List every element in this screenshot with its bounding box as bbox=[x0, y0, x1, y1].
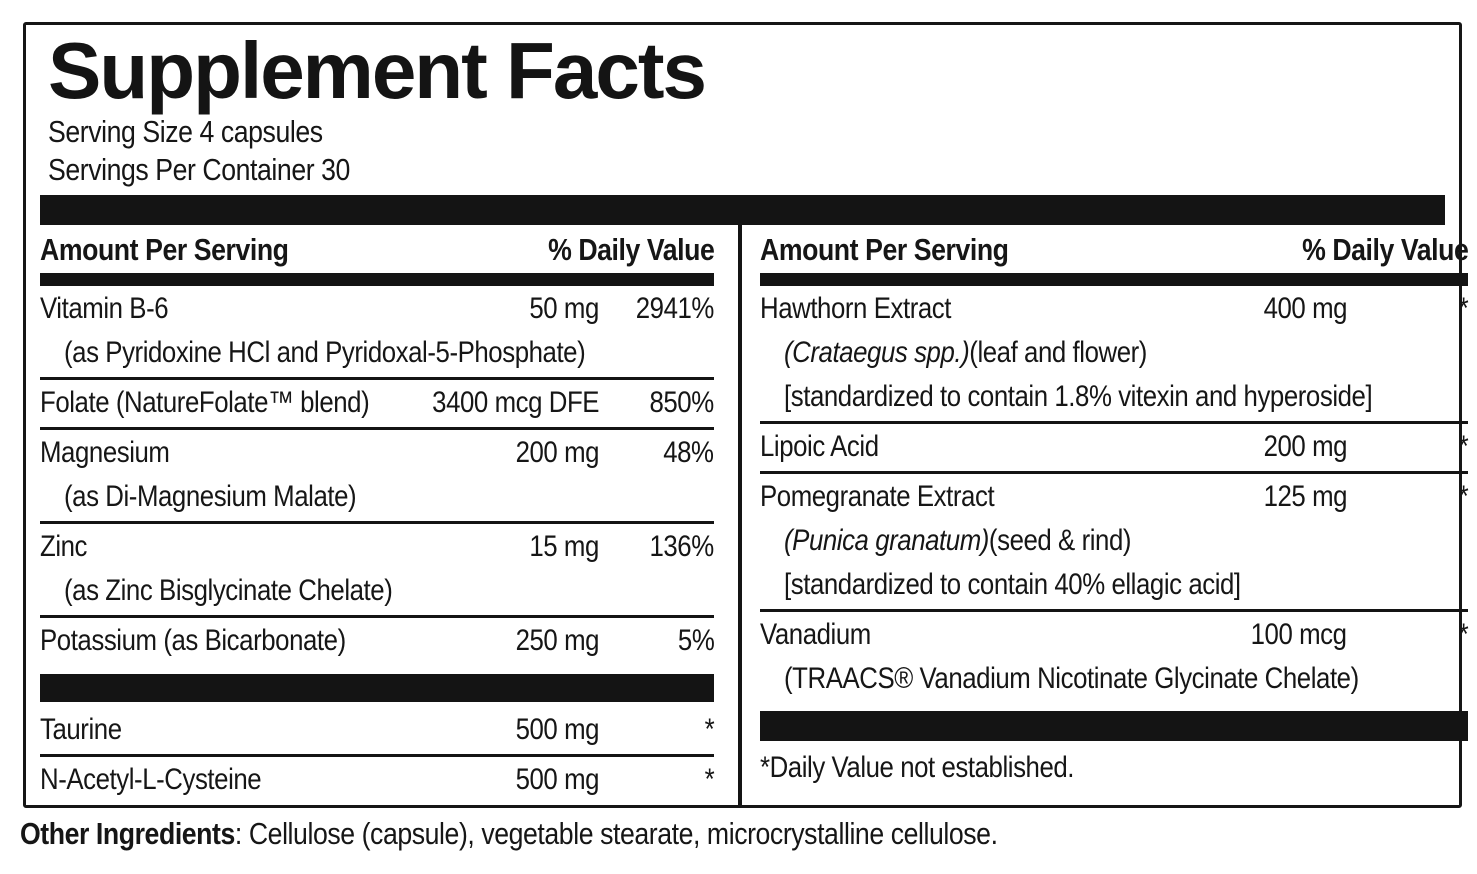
daily-value-footnote: *Daily Value not established. bbox=[760, 751, 1075, 784]
table-row-group: Potassium (as Bicarbonate) 250 mg 5% bbox=[40, 615, 714, 665]
ingredient-name: Zinc bbox=[40, 530, 88, 563]
ingredient-name: Magnesium bbox=[40, 436, 170, 469]
ingredient-name: Lipoic Acid bbox=[760, 430, 879, 463]
table-row: N-Acetyl-L-Cysteine 500 mg * bbox=[40, 757, 714, 802]
ingredient-subtext: (Punica granatum)(seed & rind) bbox=[784, 524, 1132, 557]
table-row: Pomegranate Extract 125 mg * bbox=[760, 474, 1468, 519]
table-row: Vitamin B-6 50 mg 2941% bbox=[40, 286, 714, 331]
nutrients-column-left: Amount Per Serving % Daily Value Vitamin… bbox=[40, 225, 742, 805]
ingredient-dv: 5% bbox=[677, 624, 715, 657]
table-row: Potassium (as Bicarbonate) 250 mg 5% bbox=[40, 618, 714, 663]
table-row-group: Magnesium 200 mg 48% (as Di-Magnesium Ma… bbox=[40, 427, 714, 521]
nutrients-column-right: Amount Per Serving % Daily Value Hawthor… bbox=[742, 225, 1468, 805]
ingredient-amount: 250 mg bbox=[515, 624, 600, 657]
column-header-right: Amount Per Serving % Daily Value bbox=[760, 225, 1468, 273]
table-row-group: Vitamin B-6 50 mg 2941% (as Pyridoxine H… bbox=[40, 286, 714, 377]
table-row: Zinc 15 mg 136% bbox=[40, 524, 714, 569]
ingredient-amount: 200 mg bbox=[1263, 430, 1347, 463]
ingredient-name: Taurine bbox=[40, 713, 122, 746]
servings-per-container-line: Servings Per Container 30 bbox=[48, 151, 1445, 189]
header-rule bbox=[40, 273, 714, 286]
ingredient-dv: 850% bbox=[649, 386, 715, 419]
ingredient-name: N-Acetyl-L-Cysteine bbox=[40, 763, 262, 796]
table-row: Taurine 500 mg * bbox=[40, 707, 714, 752]
ingredient-name: Pomegranate Extract bbox=[760, 480, 995, 513]
ingredient-name: Hawthorn Extract bbox=[760, 292, 952, 325]
ingredient-dv: * bbox=[704, 713, 714, 746]
ingredient-subtext: (as Pyridoxine HCl and Pyridoxal-5-Phosp… bbox=[64, 336, 586, 369]
amount-per-serving-header: Amount Per Serving bbox=[760, 232, 1009, 267]
ingredient-name: Potassium (as Bicarbonate) bbox=[40, 624, 346, 657]
daily-value-header: % Daily Value bbox=[1301, 232, 1469, 267]
table-row: Magnesium 200 mg 48% bbox=[40, 430, 714, 475]
ingredient-amount: 100 mcg bbox=[1250, 618, 1347, 651]
supplement-facts-panel: Supplement Facts Serving Size 4 capsules… bbox=[23, 22, 1468, 808]
ingredient-subtext: (as Zinc Bisglycinate Chelate) bbox=[64, 574, 393, 607]
table-row-group: Hawthorn Extract 400 mg * (Crataegus spp… bbox=[760, 286, 1468, 421]
table-row: Folate (NatureFolate™ blend) 3400 mcg DF… bbox=[40, 380, 714, 425]
table-row-group: N-Acetyl-L-Cysteine 500 mg * bbox=[40, 754, 714, 804]
ingredient-amount: 200 mg bbox=[515, 436, 600, 469]
ingredient-name: Vitamin B-6 bbox=[40, 292, 169, 325]
ingredient-amount: 50 mg bbox=[529, 292, 599, 325]
table-row-group: Taurine 500 mg * bbox=[40, 707, 714, 754]
table-row-group: Zinc 15 mg 136% (as Zinc Bisglycinate Ch… bbox=[40, 521, 714, 615]
ingredient-amount: 125 mg bbox=[1263, 480, 1347, 513]
ingredient-amount: 15 mg bbox=[529, 530, 599, 563]
header-rule bbox=[760, 273, 1468, 286]
ingredient-amount: 500 mg bbox=[515, 763, 600, 796]
ingredient-dv: * bbox=[1458, 292, 1468, 325]
ingredient-dv: * bbox=[1458, 430, 1468, 463]
ingredient-name: Folate (NatureFolate™ blend) bbox=[40, 386, 370, 419]
ingredient-dv: * bbox=[1458, 480, 1468, 513]
ingredient-dv: 136% bbox=[649, 530, 715, 563]
other-ingredients-label: Other Ingredients bbox=[20, 816, 235, 851]
table-row-group: Vanadium 100 mcg * (TRAACS® Vanadium Nic… bbox=[760, 609, 1468, 703]
ingredient-dv: 48% bbox=[663, 436, 715, 469]
table-row-group: Folate (NatureFolate™ blend) 3400 mcg DF… bbox=[40, 377, 714, 427]
serving-size-line: Serving Size 4 capsules bbox=[48, 113, 1445, 151]
ingredient-dv: 2941% bbox=[635, 292, 715, 325]
ingredient-amount: 400 mg bbox=[1263, 292, 1347, 325]
daily-value-header: % Daily Value bbox=[547, 232, 715, 267]
section-divider-bar bbox=[760, 711, 1468, 741]
servings-per-container: Servings Per Container 30 bbox=[48, 152, 350, 187]
ingredient-amount: 500 mg bbox=[515, 713, 600, 746]
table-row: Vanadium 100 mcg * bbox=[760, 612, 1468, 657]
table-row-group: Lipoic Acid 200 mg * bbox=[760, 421, 1468, 471]
top-divider-bar bbox=[40, 195, 1445, 225]
ingredient-standardization: [standardized to contain 40% ellagic aci… bbox=[784, 568, 1241, 601]
section-divider-bar bbox=[40, 674, 714, 702]
page-title: Supplement Facts bbox=[48, 26, 707, 115]
other-ingredients-text: : Cellulose (capsule), vegetable stearat… bbox=[234, 816, 998, 851]
other-ingredients: Other Ingredients: Cellulose (capsule), … bbox=[20, 814, 1460, 854]
nutrients-columns: Amount Per Serving % Daily Value Vitamin… bbox=[40, 225, 1468, 805]
amount-per-serving-header: Amount Per Serving bbox=[40, 232, 289, 267]
ingredient-subtext: (as Di-Magnesium Malate) bbox=[64, 480, 357, 513]
ingredient-subtext: (Crataegus spp.)(leaf and flower) bbox=[784, 336, 1147, 369]
table-row: Lipoic Acid 200 mg * bbox=[760, 424, 1468, 469]
serving-size: Serving Size 4 capsules bbox=[48, 114, 323, 149]
panel-header: Supplement Facts Serving Size 4 capsules… bbox=[40, 25, 1445, 195]
ingredient-subtext: (TRAACS® Vanadium Nicotinate Glycinate C… bbox=[784, 662, 1359, 695]
table-row-group: Pomegranate Extract 125 mg * (Punica gra… bbox=[760, 471, 1468, 609]
ingredient-standardization: [standardized to contain 1.8% vitexin an… bbox=[784, 380, 1373, 413]
ingredient-dv: * bbox=[1458, 618, 1468, 651]
ingredient-name: Vanadium bbox=[760, 618, 871, 651]
table-row: Hawthorn Extract 400 mg * bbox=[760, 286, 1468, 331]
column-header-left: Amount Per Serving % Daily Value bbox=[40, 225, 714, 273]
ingredient-dv: * bbox=[704, 763, 714, 796]
ingredient-amount: 3400 mcg DFE bbox=[432, 386, 599, 419]
